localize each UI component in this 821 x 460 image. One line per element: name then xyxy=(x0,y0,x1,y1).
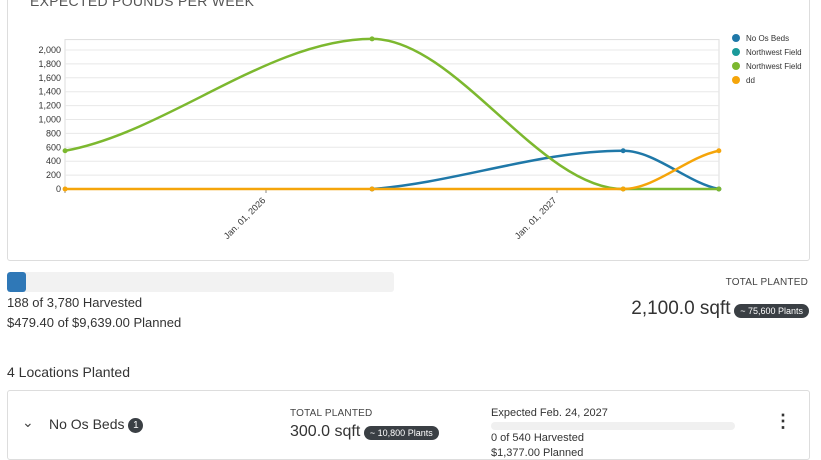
legend-marker xyxy=(732,34,740,42)
location-name[interactable]: No Os Beds xyxy=(49,416,125,432)
location-row: ⌄ No Os Beds 1 TOTAL PLANTED 300.0 sqft … xyxy=(7,390,810,460)
y-tick-label: 200 xyxy=(46,170,61,180)
data-point[interactable] xyxy=(62,186,68,192)
location-progress-bar xyxy=(491,422,735,430)
location-plants-badge: ~ 10,800 Plants xyxy=(363,425,439,440)
y-tick-label: 0 xyxy=(56,184,61,194)
legend-marker xyxy=(732,48,740,56)
legend-item[interactable]: Northwest Field xyxy=(746,48,802,57)
data-point[interactable] xyxy=(369,36,375,42)
y-tick-label: 1,200 xyxy=(38,101,61,111)
data-point[interactable] xyxy=(62,148,68,154)
x-tick-label: Jan. 01, 2027 xyxy=(513,195,559,241)
legend-marker xyxy=(732,76,740,84)
y-tick-label: 800 xyxy=(46,128,61,138)
plants-badge: ~ 75,600 Plants xyxy=(734,303,809,318)
legend-item[interactable]: dd xyxy=(746,76,755,85)
y-tick-label: 600 xyxy=(46,142,61,152)
planting-count-badge: 1 xyxy=(128,417,144,433)
y-tick-label: 1,600 xyxy=(38,73,61,83)
planned-text: $479.40 of $9,639.00 Planned xyxy=(7,315,182,330)
data-point[interactable] xyxy=(369,186,375,192)
legend-marker xyxy=(732,62,740,70)
y-tick-label: 2,000 xyxy=(38,45,61,55)
data-point[interactable] xyxy=(620,186,626,192)
location-total-label: TOTAL PLANTED xyxy=(290,408,373,419)
y-tick-label: 1,400 xyxy=(38,87,61,97)
data-point[interactable] xyxy=(716,186,722,192)
location-harvested: 0 of 540 Harvested xyxy=(491,432,584,444)
location-total-value: 300.0 sqft xyxy=(290,423,361,440)
y-tick-label: 1,800 xyxy=(38,59,61,69)
legend-item[interactable]: Northwest Field xyxy=(746,62,802,71)
harvested-text: 188 of 3,780 Harvested xyxy=(7,295,143,310)
series-line xyxy=(65,149,720,191)
more-options-icon[interactable]: ⋮ xyxy=(774,411,792,431)
series-line xyxy=(371,149,720,191)
locations-heading: 4 Locations Planted xyxy=(7,364,130,380)
y-tick-label: 400 xyxy=(46,156,61,166)
location-planned: $1,377.00 Planned xyxy=(491,447,584,459)
chart-card: EXPECTED POUNDS PER WEEK 0 200 400 600 800 1,… xyxy=(7,0,810,261)
y-tick-label: 1,000 xyxy=(38,115,61,125)
expected-date: Expected Feb. 24, 2027 xyxy=(491,407,608,419)
total-planted-label: TOTAL PLANTED xyxy=(725,277,808,288)
chart-title: EXPECTED POUNDS PER WEEK xyxy=(30,0,255,9)
harvest-progress-bar xyxy=(7,272,394,292)
pounds-per-week-chart: 0 200 400 600 800 1,000 1,200 1,400 1,600 1,800 2,… xyxy=(38,34,802,241)
total-planted-value: 2,100.0 sqft xyxy=(631,298,731,319)
harvest-progress-fill xyxy=(7,272,27,292)
data-point[interactable] xyxy=(716,148,722,154)
chevron-down-icon[interactable]: ⌄ xyxy=(22,414,34,430)
series-line xyxy=(64,37,719,191)
data-point[interactable] xyxy=(620,148,626,154)
legend-item[interactable]: No Os Beds xyxy=(746,34,789,43)
x-tick-label: Jan. 01, 2026 xyxy=(222,195,268,241)
